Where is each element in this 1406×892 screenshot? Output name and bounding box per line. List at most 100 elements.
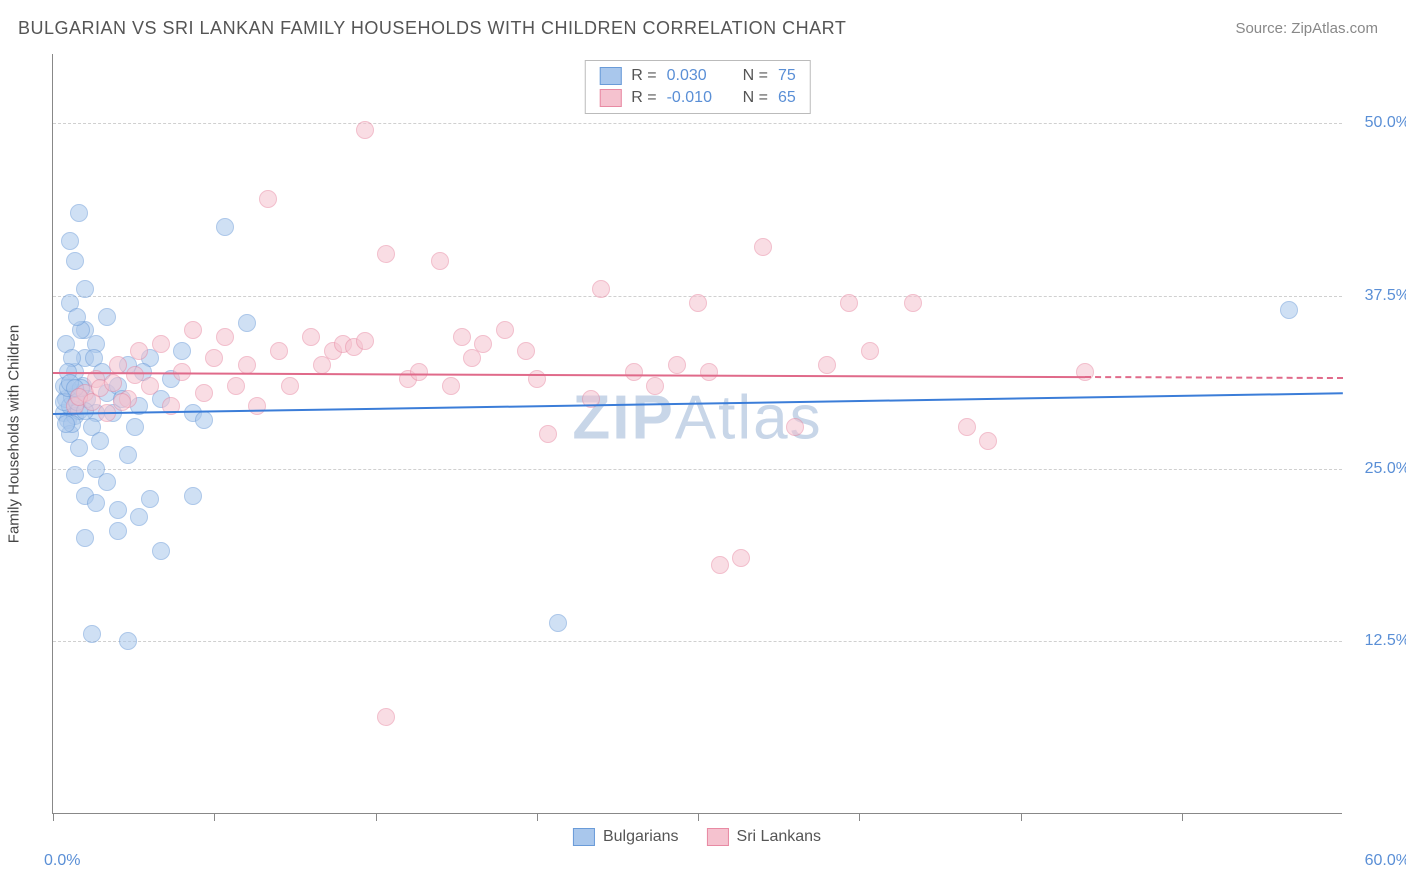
y-tick-label: 25.0% xyxy=(1350,460,1406,478)
scatter-point xyxy=(786,418,804,436)
x-tick xyxy=(1021,813,1022,821)
plot-area: ZIPAtlas R =0.030N =75R =-0.010N =65 12.… xyxy=(52,54,1342,814)
scatter-point xyxy=(141,377,159,395)
legend-r-label: R = xyxy=(631,89,656,107)
legend-n-value: 65 xyxy=(778,89,796,107)
scatter-point xyxy=(979,432,997,450)
legend-series-item: Sri Lankans xyxy=(707,828,822,846)
legend-r-value: 0.030 xyxy=(667,67,725,85)
scatter-point xyxy=(238,356,256,374)
x-tick xyxy=(537,813,538,821)
legend-series-item: Bulgarians xyxy=(573,828,679,846)
scatter-point xyxy=(216,328,234,346)
scatter-point xyxy=(732,549,750,567)
scatter-point xyxy=(625,363,643,381)
legend-swatch xyxy=(599,89,621,107)
scatter-point xyxy=(431,252,449,270)
y-tick-label: 12.5% xyxy=(1350,632,1406,650)
gridline xyxy=(53,123,1342,124)
x-min-label: 0.0% xyxy=(44,852,80,870)
scatter-point xyxy=(68,308,86,326)
scatter-point xyxy=(126,366,144,384)
x-tick xyxy=(376,813,377,821)
y-tick-label: 50.0% xyxy=(1350,114,1406,132)
scatter-point xyxy=(539,425,557,443)
scatter-point xyxy=(840,294,858,312)
scatter-point xyxy=(119,632,137,650)
scatter-point xyxy=(57,415,75,433)
x-tick xyxy=(53,813,54,821)
scatter-point xyxy=(270,342,288,360)
scatter-point xyxy=(668,356,686,374)
scatter-point xyxy=(238,314,256,332)
scatter-point xyxy=(98,308,116,326)
legend-n-label: N = xyxy=(743,67,768,85)
scatter-point xyxy=(109,522,127,540)
scatter-point xyxy=(216,218,234,236)
x-tick xyxy=(698,813,699,821)
scatter-point xyxy=(410,363,428,381)
scatter-point xyxy=(76,280,94,298)
scatter-point xyxy=(689,294,707,312)
scatter-point xyxy=(356,332,374,350)
scatter-point xyxy=(66,466,84,484)
legend-swatch xyxy=(599,67,621,85)
x-tick xyxy=(859,813,860,821)
scatter-point xyxy=(61,232,79,250)
chart-header: BULGARIAN VS SRI LANKAN FAMILY HOUSEHOLD… xyxy=(0,0,1406,47)
scatter-point xyxy=(195,384,213,402)
legend-series-label: Sri Lankans xyxy=(737,828,822,846)
legend-n-label: N = xyxy=(743,89,768,107)
watermark: ZIPAtlas xyxy=(572,383,822,454)
scatter-point xyxy=(173,342,191,360)
trend-line xyxy=(53,393,1343,416)
legend-stats: R = 0.030 N = 75 R = -0.010 N = 65 xyxy=(584,60,810,114)
legend-stats-row: R =0.030N =75 xyxy=(599,65,795,87)
scatter-point xyxy=(259,190,277,208)
scatter-point xyxy=(195,411,213,429)
scatter-point xyxy=(711,556,729,574)
scatter-point xyxy=(377,245,395,263)
legend-stats-row: R = -0.010 N = 65 xyxy=(599,87,795,109)
chart-container: Family Households with Children ZIPAtlas… xyxy=(52,54,1342,814)
gridline xyxy=(53,641,1342,642)
scatter-point xyxy=(700,363,718,381)
scatter-point xyxy=(517,342,535,360)
scatter-point xyxy=(70,204,88,222)
y-axis-label: Family Households with Children xyxy=(6,325,23,543)
trend-line-dash xyxy=(1085,376,1343,379)
scatter-point xyxy=(549,614,567,632)
y-tick-label: 37.5% xyxy=(1350,287,1406,305)
scatter-point xyxy=(281,377,299,395)
scatter-point xyxy=(119,446,137,464)
x-max-label: 60.0% xyxy=(1365,852,1406,870)
scatter-point xyxy=(91,432,109,450)
scatter-point xyxy=(528,370,546,388)
scatter-point xyxy=(861,342,879,360)
legend-series: Bulgarians Sri Lankans xyxy=(573,828,821,846)
legend-swatch xyxy=(573,828,595,846)
scatter-point xyxy=(126,418,144,436)
scatter-point xyxy=(646,377,664,395)
scatter-point xyxy=(66,252,84,270)
scatter-point xyxy=(152,542,170,560)
scatter-point xyxy=(356,121,374,139)
scatter-point xyxy=(496,321,514,339)
scatter-point xyxy=(205,349,223,367)
scatter-point xyxy=(453,328,471,346)
scatter-point xyxy=(152,335,170,353)
legend-series-label: Bulgarians xyxy=(603,828,679,846)
legend-r-value: -0.010 xyxy=(667,89,725,107)
scatter-point xyxy=(754,238,772,256)
legend-swatch xyxy=(707,828,729,846)
scatter-point xyxy=(818,356,836,374)
scatter-point xyxy=(592,280,610,298)
scatter-point xyxy=(141,490,159,508)
legend-n-value: 75 xyxy=(778,67,796,85)
scatter-point xyxy=(87,494,105,512)
scatter-point xyxy=(87,460,105,478)
scatter-point xyxy=(302,328,320,346)
scatter-point xyxy=(113,393,131,411)
scatter-point xyxy=(109,356,127,374)
scatter-point xyxy=(227,377,245,395)
